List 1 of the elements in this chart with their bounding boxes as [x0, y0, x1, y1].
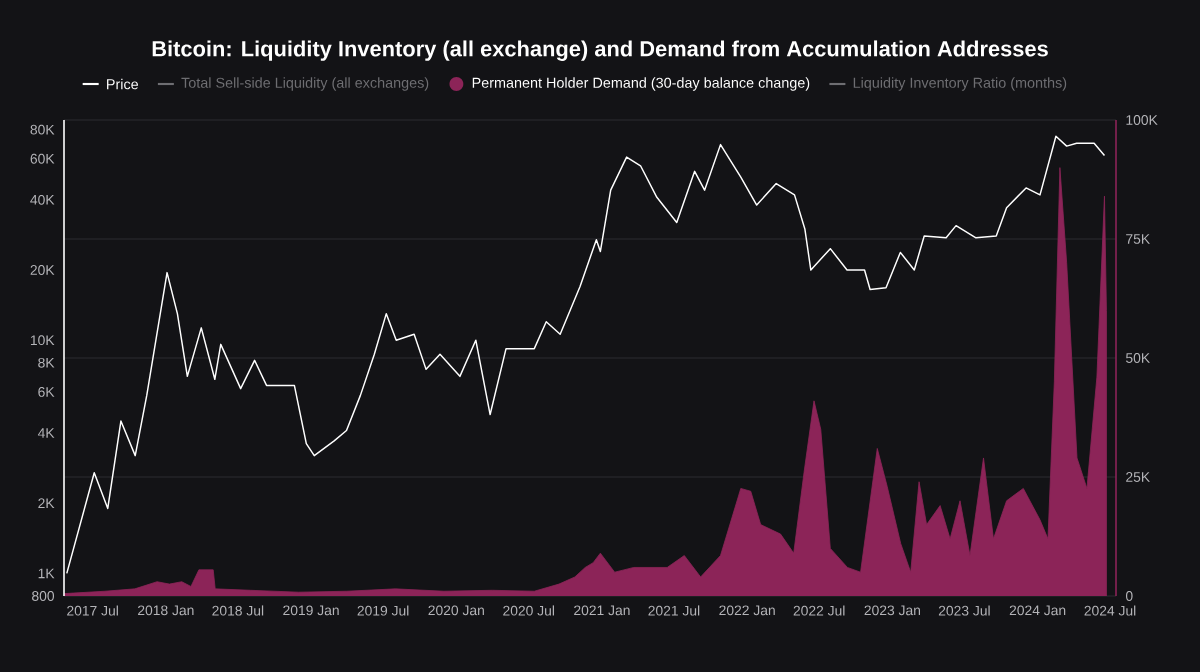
chart-title: Bitcoin: Liquidity Inventory (all exchange) and Demand from Accumulation Addresses — [152, 40, 1048, 61]
